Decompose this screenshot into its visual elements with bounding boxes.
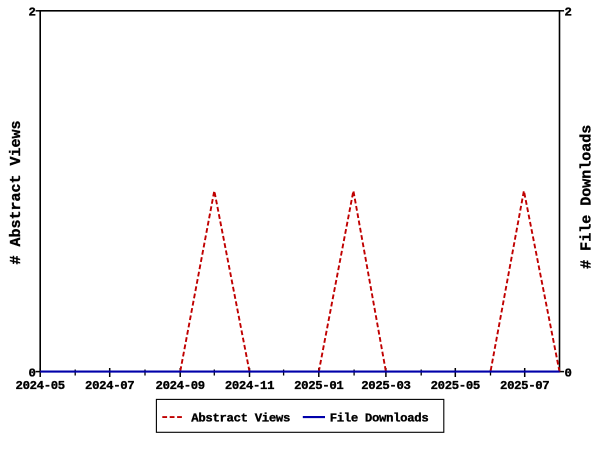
svg-text:# Abstract Views: # Abstract Views bbox=[8, 120, 25, 264]
svg-text:2025-05: 2025-05 bbox=[431, 379, 480, 393]
svg-text:2025-07: 2025-07 bbox=[500, 379, 549, 393]
svg-text:2024-05: 2024-05 bbox=[16, 379, 65, 393]
svg-text:2: 2 bbox=[565, 5, 572, 19]
svg-text:2024-07: 2024-07 bbox=[85, 379, 134, 393]
svg-text:# File Downloads: # File Downloads bbox=[579, 125, 596, 269]
svg-text:2025-01: 2025-01 bbox=[294, 379, 343, 393]
svg-text:File Downloads: File Downloads bbox=[330, 412, 429, 426]
svg-text:2025-03: 2025-03 bbox=[361, 379, 410, 393]
svg-text:Abstract Views: Abstract Views bbox=[191, 412, 290, 426]
svg-text:2024-11: 2024-11 bbox=[225, 379, 274, 393]
svg-text:0: 0 bbox=[29, 366, 36, 380]
svg-text:2: 2 bbox=[29, 5, 36, 19]
svg-text:2024-09: 2024-09 bbox=[156, 379, 205, 393]
svg-text:0: 0 bbox=[565, 366, 572, 380]
